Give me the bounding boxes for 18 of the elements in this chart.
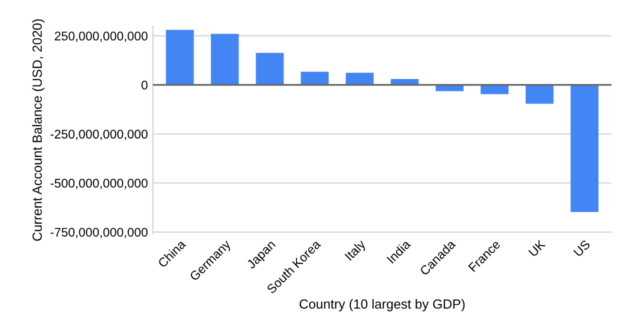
y-tick-label: 250,000,000,000 <box>54 32 148 42</box>
bar <box>300 72 329 85</box>
x-tick-label: US <box>573 240 591 257</box>
y-tick-label: -250,000,000,000 <box>50 130 148 140</box>
x-tick-label: UK <box>528 239 546 257</box>
bar <box>166 30 194 85</box>
bar <box>210 34 239 85</box>
bar <box>256 52 284 85</box>
y-tick-label: 0 <box>142 80 148 90</box>
y-tick-label: -750,000,000,000 <box>50 228 148 238</box>
bar <box>480 84 509 94</box>
x-axis-title: Country (10 largest by GDP) <box>300 299 465 312</box>
bar <box>526 84 554 104</box>
bar <box>570 84 598 212</box>
x-tick-label: Italy <box>344 238 368 262</box>
bar <box>346 72 374 85</box>
y-tick-label: -500,000,000,000 <box>50 178 148 190</box>
y-axis-title: Current Account Balance (USD, 2020) <box>32 19 44 241</box>
